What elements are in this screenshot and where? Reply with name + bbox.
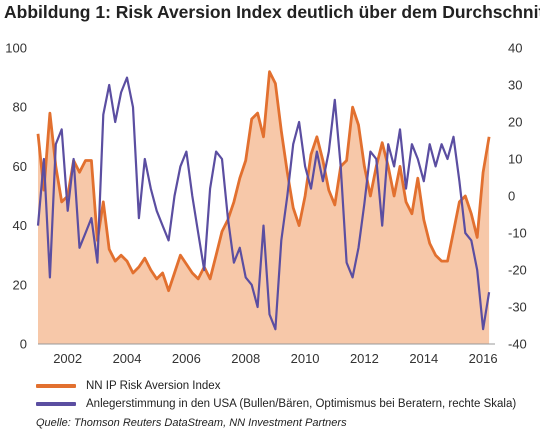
legend-swatch-sentiment [36, 402, 76, 406]
y-right-tick-label: -20 [508, 263, 527, 278]
y-right-tick-label: 20 [508, 115, 522, 130]
y-left-tick-label: 0 [20, 337, 27, 352]
x-tick-label: 2008 [231, 351, 260, 366]
y-right-tick-label: -10 [508, 226, 527, 241]
y-left-tick-label: 40 [13, 218, 27, 233]
risk-area-fill [38, 71, 490, 344]
legend-item-sentiment: Anlegerstimmung in den USA (Bullen/Bären… [36, 395, 516, 413]
x-tick-label: 2010 [291, 351, 320, 366]
lines-layer [36, 70, 491, 331]
y-right-tick-label: 30 [508, 78, 522, 93]
chart-title: Abbildung 1: Risk Aversion Index deutlic… [4, 2, 540, 22]
y-right-tick-label: 0 [508, 189, 515, 204]
y-left-tick-label: 20 [13, 277, 27, 292]
x-tick-label: 2016 [469, 351, 498, 366]
legend-label-sentiment: Anlegerstimmung in den USA (Bullen/Bären… [86, 398, 517, 410]
x-tick-label: 2002 [53, 351, 82, 366]
x-tick-label: 2006 [172, 351, 201, 366]
y-left-tick-label: 80 [13, 100, 27, 115]
source-note: Quelle: Thomson Reuters DataStream, NN I… [36, 417, 347, 429]
series-line-sentiment [36, 76, 491, 331]
y-left-tick-label: 60 [13, 159, 27, 174]
legend-swatch-risk [36, 384, 76, 388]
legend-item-risk: NN IP Risk Aversion Index [36, 377, 516, 395]
y-right-tick-label: 40 [508, 41, 522, 56]
x-tick-label: 2004 [113, 351, 142, 366]
y-left-tick-label: 100 [5, 41, 27, 56]
legend-label-risk: NN IP Risk Aversion Index [86, 380, 221, 392]
y-right-tick-label: 10 [508, 152, 522, 167]
x-tick-label: 2014 [409, 351, 438, 366]
series-line-risk-aversion [36, 70, 491, 293]
y-right-tick-label: -40 [508, 337, 527, 352]
risk-area-layer [38, 71, 490, 344]
y-right-tick-label: -30 [508, 300, 527, 315]
legend: NN IP Risk Aversion Index Anlegerstimmun… [36, 377, 516, 413]
x-tick-label: 2012 [350, 351, 379, 366]
